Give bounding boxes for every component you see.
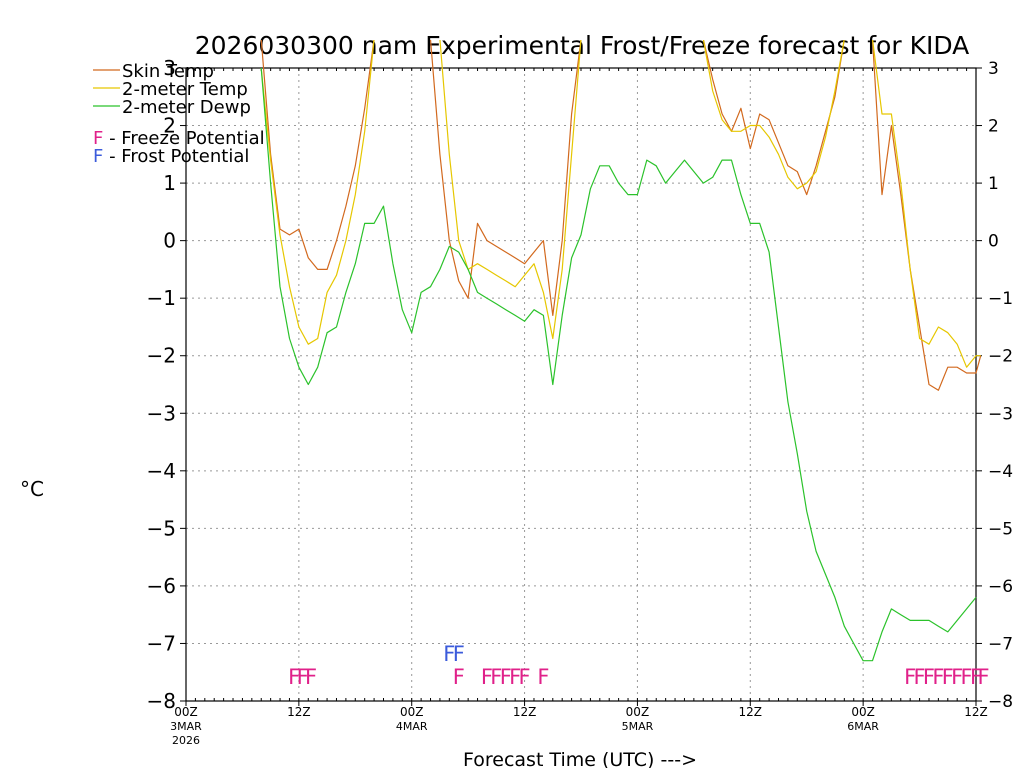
freeze-potential-marker: F: [961, 665, 973, 689]
freeze-potential-marker: F: [970, 665, 982, 689]
x-tick-label: 00Z: [400, 705, 424, 719]
freeze-potential-marker: F: [914, 665, 926, 689]
freeze-potential-marker: F: [500, 665, 512, 689]
y-tick-label-left: 3: [163, 56, 176, 80]
y-tick-label-left: −7: [147, 631, 176, 655]
series-group: [260, 40, 982, 662]
chart-title: 2026030300 nam Experimental Frost/Freeze…: [195, 31, 970, 60]
legend-potential-label: - Frost Potential: [103, 146, 249, 167]
x-tick-label: 00Z: [626, 705, 650, 719]
y-tick-label-right: 1: [988, 174, 999, 194]
x-tick-date: 6MAR: [847, 720, 879, 733]
freeze-potential-marker: F: [288, 665, 300, 689]
y-tick-label-left: −1: [147, 286, 176, 310]
y-tick-label-left: −5: [147, 516, 176, 540]
plot-frame: [185, 67, 977, 702]
legend-potential-entry: F - Frost Potential: [93, 146, 249, 167]
freeze-potential-marker: F: [951, 665, 963, 689]
freeze-potential-marker: F: [977, 665, 989, 689]
y-tick-label-right: 0: [988, 232, 999, 252]
legend-label: 2-meter Temp: [122, 79, 248, 100]
frost-potential-marker: F: [443, 642, 455, 666]
x-tick-year: 2026: [172, 734, 200, 747]
y-tick-label-left: −6: [147, 574, 176, 598]
legend-potential-glyph: F: [93, 146, 103, 167]
y-tick-label-left: 1: [163, 171, 176, 195]
axes: 3 3 2 2 1 1 0 0 −1 −1 −2 −2 −3 −3 −4 −4 −5 −5 −6 −6 −7 −7 −8 −8…: [147, 56, 1014, 747]
y-tick-label-right: −3: [988, 404, 1013, 424]
legend-label: Skin Temp: [122, 61, 214, 82]
freeze-potential-marker: F: [481, 665, 493, 689]
legend-potential-label: - Freeze Potential: [103, 128, 264, 149]
y-tick-label-right: −7: [988, 634, 1013, 654]
y-tick-label-left: −2: [147, 344, 176, 368]
y-tick-label-left: −4: [147, 459, 176, 483]
legend-label: 2-meter Dewp: [122, 97, 251, 118]
freeze-potential-marker: F: [305, 665, 317, 689]
x-axis-label: Forecast Time (UTC) --->: [463, 749, 697, 768]
x-tick-label: 00Z: [851, 705, 875, 719]
y-tick-label-left: 0: [163, 229, 176, 253]
x-tick-date: 5MAR: [622, 720, 654, 733]
freeze-potential-marker: F: [509, 665, 521, 689]
x-tick-label: 12Z: [287, 705, 311, 719]
legend-potential-entry: F - Freeze Potential: [93, 128, 265, 149]
freeze-potential-marker: F: [923, 665, 935, 689]
y-tick-label-right: −8: [988, 692, 1013, 712]
frost-potential-marker: F: [453, 642, 465, 666]
series-line-2-meter-temp: [260, 40, 981, 368]
y-tick-label-right: 3: [988, 59, 999, 79]
series-line-2-meter-dewp: [260, 67, 977, 662]
series-line-skin-temp: [260, 40, 982, 391]
y-tick-label-left: −8: [147, 689, 176, 713]
freeze-potential-marker: F: [537, 665, 549, 689]
x-tick-label: 12Z: [964, 705, 988, 719]
freeze-potential-marker: F: [932, 665, 944, 689]
freeze-potential-marker: F: [453, 665, 465, 689]
freeze-potential-marker: F: [519, 665, 531, 689]
y-tick-label-left: 2: [163, 114, 176, 138]
freeze-potential-marker: F: [942, 665, 954, 689]
y-tick-label-right: −6: [988, 577, 1013, 597]
freeze-potential-marker: F: [490, 665, 502, 689]
y-tick-label-right: −2: [988, 347, 1013, 367]
freeze-potential-marker: F: [904, 665, 916, 689]
x-tick-date: 4MAR: [396, 720, 428, 733]
grid: [186, 68, 976, 701]
x-tick-label: 00Z: [174, 705, 198, 719]
y-tick-label-right: −5: [988, 519, 1013, 539]
x-tick-label: 12Z: [513, 705, 537, 719]
x-tick-date: 3MAR: [170, 720, 202, 733]
y-tick-label-right: −4: [988, 462, 1013, 482]
y-axis-label: °C: [20, 477, 44, 501]
y-tick-label-right: 2: [988, 117, 999, 137]
freeze-potential-marker: F: [297, 665, 309, 689]
legend-potential-glyph: F: [93, 128, 103, 149]
y-tick-label-right: −1: [988, 289, 1013, 309]
y-tick-label-left: −3: [147, 401, 176, 425]
x-tick-label: 12Z: [739, 705, 763, 719]
